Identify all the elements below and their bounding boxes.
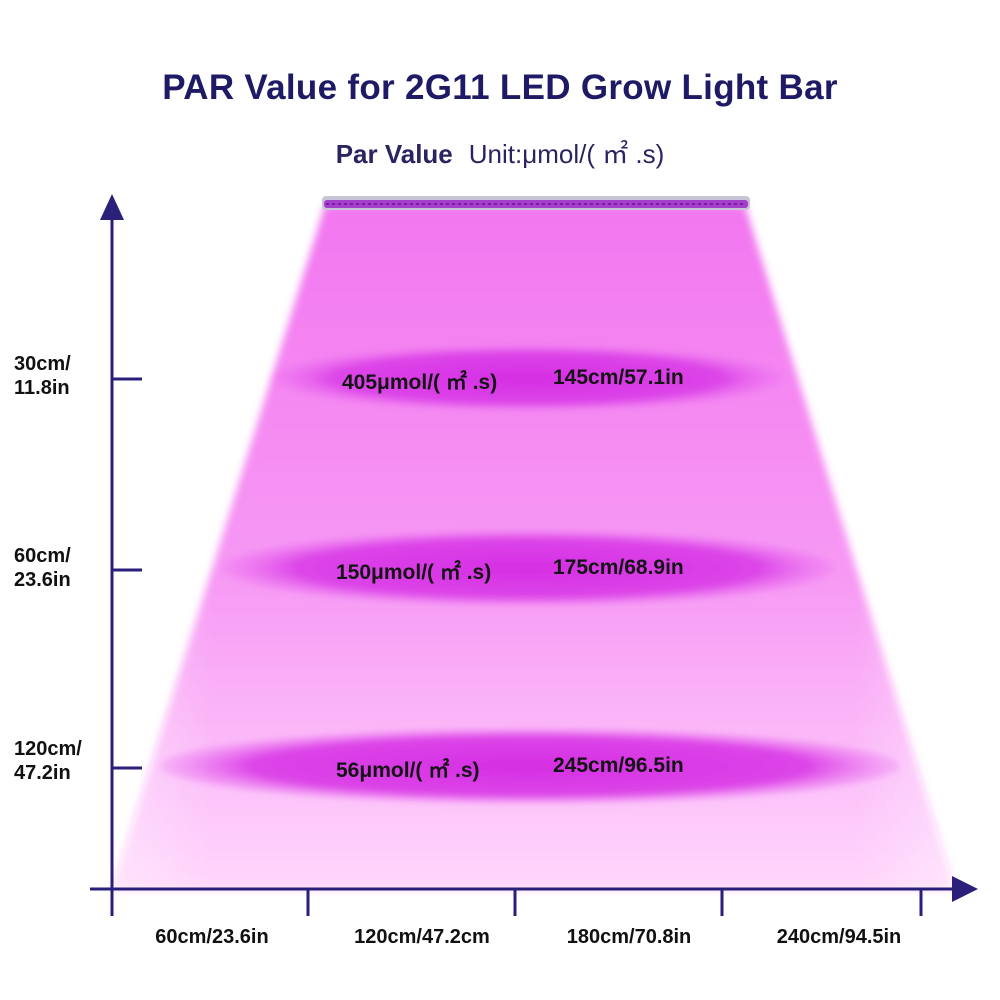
zone-1-par: 405μmol/( ㎡ .s) — [342, 371, 498, 394]
y-axis-arrow-icon — [100, 194, 124, 220]
zone-ellipse-1 — [272, 345, 784, 411]
subtitle: Par Value Unit:μmol/( ㎡ .s) — [0, 134, 1000, 171]
x-tick-label-3: 180cm/70.8in — [566, 926, 692, 948]
zone-ellipse-2 — [221, 530, 835, 606]
x-axis-arrow-icon — [952, 876, 978, 902]
x-tick-label-2: 120cm/47.2cm — [354, 926, 490, 948]
zone-3-par: 56μmol/( ㎡ .s) — [336, 759, 480, 782]
axes — [90, 194, 978, 916]
zone-2-coverage: 175cm/68.9in — [553, 556, 684, 579]
zone-3-coverage: 245cm/96.5in — [553, 754, 684, 777]
subtitle-unit: Unit:μmol/( ㎡ .s) — [468, 139, 665, 169]
y-tick-label-1: 30cm/11.8in — [14, 353, 71, 399]
x-tick-label-4: 240cm/94.5in — [776, 926, 902, 948]
zone-ellipse-3 — [160, 728, 900, 804]
zone-2-par: 150μmol/( ㎡ .s) — [336, 561, 492, 584]
y-tick-label-3: 120cm/47.2in — [14, 738, 82, 784]
led-grow-light-bar — [322, 196, 750, 210]
zone-1-coverage: 145cm/57.1in — [553, 366, 684, 389]
subtitle-label: Par Value — [335, 139, 453, 169]
page-title: PAR Value for 2G11 LED Grow Light Bar — [162, 68, 838, 107]
x-tick-label-1: 60cm/23.6in — [155, 926, 269, 948]
y-tick-label-2: 60cm/23.6in — [14, 545, 71, 591]
